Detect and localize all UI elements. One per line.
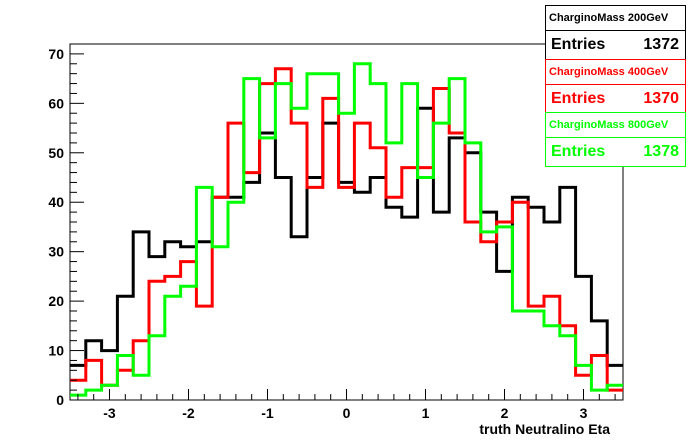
y-tick-label: 60 — [48, 95, 64, 111]
stats-entries-row-400gev: Entries 1370 — [546, 85, 685, 113]
x-axis-label: truth Neutralino Eta — [479, 421, 610, 437]
axes: 0 10 20 30 40 50 60 70 -3 -2 -1 0 1 2 3 — [48, 46, 616, 421]
x-tick-label: 2 — [501, 405, 509, 421]
series-line-1 — [70, 67, 623, 392]
plot-frame — [69, 43, 624, 401]
stats-box-200gev: CharginoMass 200GeV Entries 1372 — [545, 5, 686, 60]
stats-title-400gev: CharginoMass 400GeV — [546, 60, 685, 85]
x-tick-label: -3 — [103, 405, 116, 421]
x-tick-label: -2 — [182, 405, 195, 421]
entries-label: Entries — [551, 143, 606, 160]
stats-box-800gev: CharginoMass 800GeV Entries 1378 — [545, 112, 686, 167]
y-tick-label: 0 — [56, 392, 64, 408]
entries-value-800gev: 1378 — [643, 143, 679, 160]
y-tick-label: 70 — [48, 46, 64, 62]
y-tick-label: 50 — [48, 145, 64, 161]
x-tick-label: 1 — [422, 405, 430, 421]
y-tick-label: 40 — [48, 194, 64, 210]
entries-label: Entries — [551, 90, 606, 107]
stats-title-200gev: CharginoMass 200GeV — [546, 6, 685, 31]
y-tick-label: 20 — [48, 293, 64, 309]
stats-box-400gev: CharginoMass 400GeV Entries 1370 — [545, 59, 686, 114]
entries-label: Entries — [551, 36, 606, 53]
series-line-2 — [70, 62, 623, 397]
stats-entries-row-800gev: Entries 1378 — [546, 138, 685, 166]
x-tick-label: 3 — [580, 405, 588, 421]
entries-value-200gev: 1372 — [643, 36, 679, 53]
entries-value-400gev: 1370 — [643, 90, 679, 107]
series-layer — [70, 62, 623, 397]
y-tick-label: 10 — [48, 343, 64, 359]
y-tick-label: 30 — [48, 244, 64, 260]
x-tick-label: -1 — [261, 405, 274, 421]
stats-entries-row-200gev: Entries 1372 — [546, 31, 685, 59]
stats-title-800gev: CharginoMass 800GeV — [546, 113, 685, 138]
x-tick-label: 0 — [343, 405, 351, 421]
